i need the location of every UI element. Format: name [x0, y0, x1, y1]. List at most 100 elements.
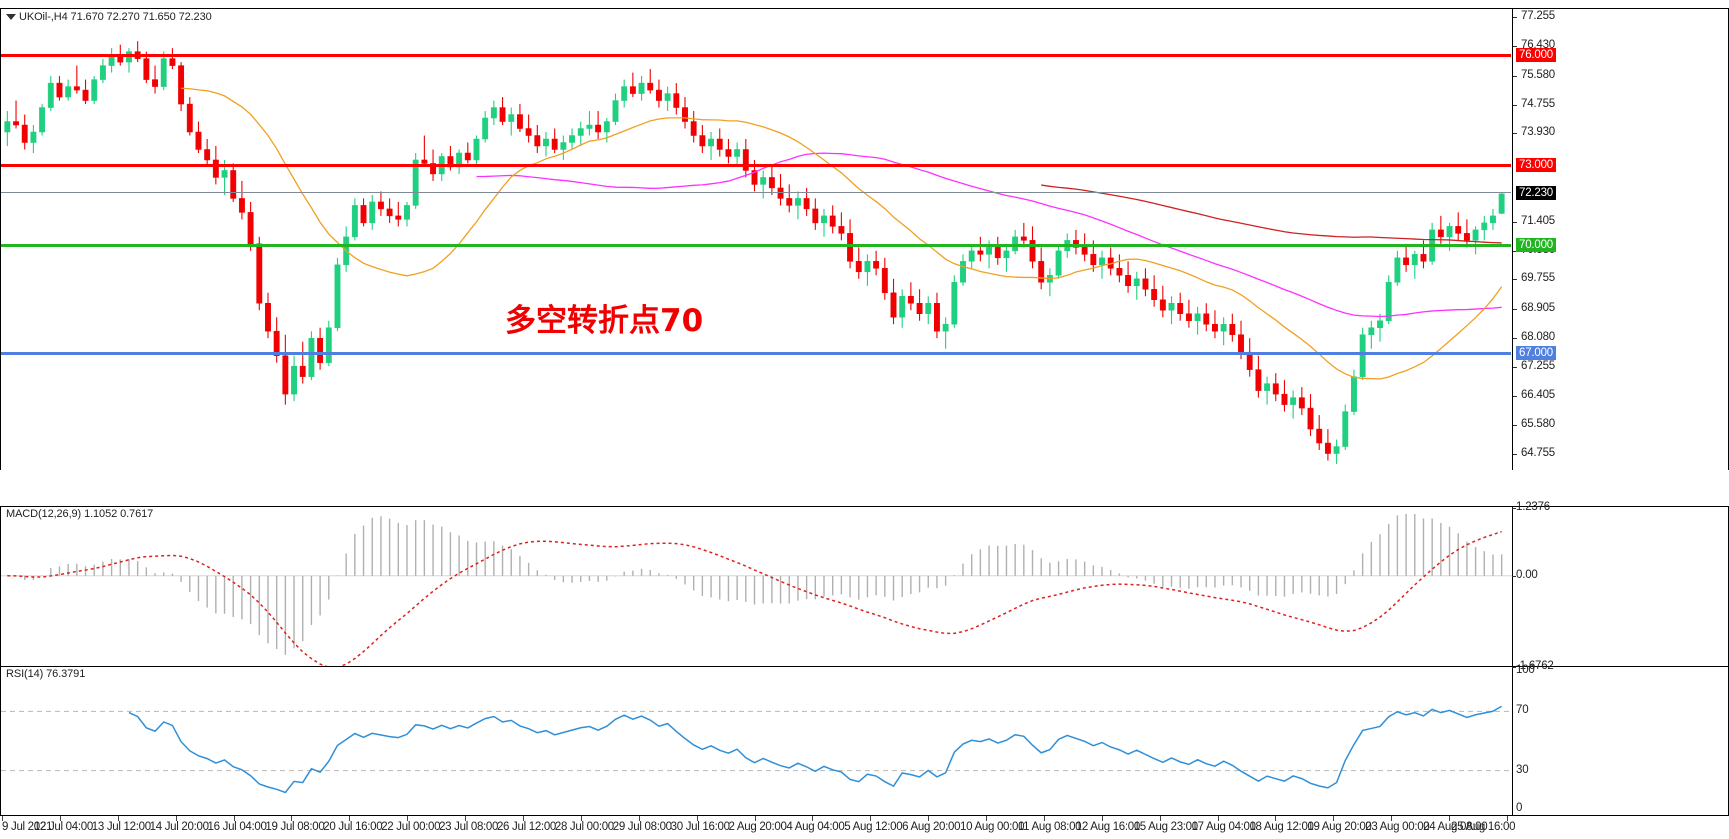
price-axis-tickmark — [1513, 425, 1517, 427]
time-axis-tick: 15 Aug 23:00 — [1133, 821, 1198, 833]
time-axis-tickmark — [291, 816, 293, 821]
price-level-tag[interactable]: 72.230 — [1516, 186, 1556, 200]
time-axis-tick: 12 Jul 04:00 — [33, 821, 93, 833]
price-axis-tickmark — [1513, 309, 1517, 311]
time-axis-tick: 28 Jul 00:00 — [554, 821, 614, 833]
time-axis-tick: 2 Aug 20:00 — [728, 821, 787, 833]
time-axis-tick: 4 Aug 04:00 — [786, 821, 845, 833]
macd-panel[interactable]: MACD(12,26,9) 1.1052 0.7617 — [0, 506, 1729, 670]
macd-axis-tickmark — [1512, 667, 1516, 669]
symbol-header: UKOil-,H4 71.670 72.270 71.650 72.230 — [19, 11, 212, 23]
time-axis-tick: 23 Aug 00:00 — [1365, 821, 1430, 833]
price-axis-tick: 73.930 — [1521, 126, 1555, 139]
price-axis-tick: 68.905 — [1521, 302, 1555, 315]
price-axis-tickmark — [1513, 454, 1517, 456]
time-axis-tickmark — [1159, 816, 1161, 821]
rsi-plot-area[interactable] — [1, 667, 1728, 815]
rsi-axis-tick: 0 — [1516, 802, 1523, 814]
time-axis-tick: 22 Jul 00:00 — [381, 821, 441, 833]
time-axis-tickmark — [986, 816, 988, 821]
price-axis-tickmark — [1513, 250, 1517, 252]
price-axis-tick: 71.405 — [1521, 214, 1555, 227]
time-axis-tick: 12 Aug 16:00 — [1075, 821, 1140, 833]
price-axis-tick: 68.080 — [1521, 330, 1555, 343]
price-plot-area[interactable] — [1, 9, 1728, 470]
time-axis-tickmark — [407, 816, 409, 821]
time-axis-tick: 18 Aug 12:00 — [1249, 821, 1314, 833]
time-axis-tick: 14 Jul 20:00 — [149, 821, 209, 833]
price-level-line[interactable] — [1, 192, 1511, 193]
price-axis-tickmark — [1513, 366, 1517, 368]
time-axis-tickmark — [870, 816, 872, 821]
price-axis-tickmark — [1513, 396, 1517, 398]
price-axis-tick: 67.255 — [1521, 359, 1555, 372]
price-axis-tickmark — [1513, 133, 1517, 135]
time-axis-tick: 9 Jul 2021 — [2, 821, 53, 833]
price-level-tag[interactable]: 76.000 — [1516, 48, 1556, 62]
price-level-tag[interactable]: 70.000 — [1516, 238, 1556, 252]
price-axis-tick: 66.405 — [1521, 389, 1555, 402]
time-axis-tickmark — [175, 816, 177, 821]
price-axis-tickmark — [1513, 337, 1517, 339]
time-axis-tickmark — [928, 816, 930, 821]
price-level-line[interactable] — [1, 54, 1511, 57]
price-axis-tickmark — [1513, 46, 1517, 48]
panel-value-axis — [1512, 667, 1513, 815]
time-axis[interactable]: 9 Jul 2021 12 Jul 04:00 13 Jul 12:00 14 Jul… — [0, 815, 1729, 839]
price-level-line[interactable] — [1, 244, 1511, 247]
price-chart-panel[interactable]: UKOil-,H4 71.670 72.270 71.650 72.230 — [0, 8, 1729, 470]
triangle-down-icon[interactable] — [6, 14, 16, 20]
time-axis-tickmark — [1217, 816, 1219, 821]
rsi-axis-tick: 70 — [1516, 704, 1529, 717]
time-axis-tickmark — [1043, 816, 1045, 821]
price-axis-tick: 75.580 — [1521, 68, 1555, 81]
price-axis-tickmark — [1513, 221, 1517, 223]
time-axis-tick: 16 Jul 04:00 — [207, 821, 267, 833]
time-axis-tick: 11 Aug 08:00 — [1017, 821, 1082, 833]
time-axis-tickmark — [522, 816, 524, 821]
time-axis-tickmark — [59, 816, 61, 821]
price-axis-tick: 64.755 — [1521, 447, 1555, 460]
price-level-line[interactable] — [1, 164, 1511, 167]
time-axis-tick: 30 Jul 16:00 — [670, 821, 730, 833]
macd-axis-tickmark — [1512, 508, 1516, 510]
price-axis-tickmark — [1513, 17, 1517, 19]
price-level-tag[interactable]: 67.000 — [1516, 346, 1556, 360]
price-level-line[interactable] — [1, 352, 1511, 355]
time-axis-tick: 25 Aug 16:00 — [1451, 821, 1516, 833]
time-axis-tick: 19 Jul 08:00 — [265, 821, 325, 833]
rsi-axis-tick: 30 — [1516, 763, 1529, 776]
rsi-panel[interactable]: RSI(14) 76.3791 — [0, 666, 1729, 816]
time-axis-tick: 24 Aug 08:00 — [1423, 821, 1488, 833]
price-axis-tickmark — [1513, 279, 1517, 281]
time-axis-tickmark — [233, 816, 235, 821]
time-axis-tickmark — [1507, 816, 1508, 821]
price-axis-tickmark — [1513, 75, 1517, 77]
time-axis-tickmark — [754, 816, 756, 821]
chart-annotation: 多空转折点70 — [505, 303, 704, 339]
time-axis-tickmark — [696, 816, 698, 821]
time-axis-tick: 29 Jul 08:00 — [612, 821, 672, 833]
time-axis-tickmark — [2, 816, 3, 821]
price-axis-tick: 65.580 — [1521, 418, 1555, 431]
time-axis-tickmark — [1275, 816, 1277, 821]
time-axis-tick: 23 Jul 08:00 — [439, 821, 499, 833]
time-axis-tick: 13 Jul 12:00 — [91, 821, 151, 833]
time-axis-tick: 10 Aug 00:00 — [960, 821, 1025, 833]
price-axis-tick: 69.755 — [1521, 272, 1555, 285]
time-axis-tick: 17 Aug 04:00 — [1191, 821, 1256, 833]
rsi-axis-tick: 100 — [1516, 664, 1535, 676]
macd-axis-tickmark — [1512, 575, 1516, 577]
panel-value-axis — [1512, 507, 1513, 669]
rsi-label: RSI(14) 76.3791 — [6, 668, 86, 680]
time-axis-tickmark — [580, 816, 582, 821]
time-axis-tick: 26 Jul 12:00 — [496, 821, 557, 833]
time-axis-tickmark — [1391, 816, 1393, 821]
price-level-tag[interactable]: 73.000 — [1516, 158, 1556, 172]
macd-plot-area[interactable] — [1, 507, 1728, 669]
price-axis-tickmark — [1513, 104, 1517, 106]
panel-value-axis — [1512, 9, 1513, 470]
macd-label: MACD(12,26,9) 1.1052 0.7617 — [6, 508, 154, 520]
time-axis-tickmark — [117, 816, 119, 821]
